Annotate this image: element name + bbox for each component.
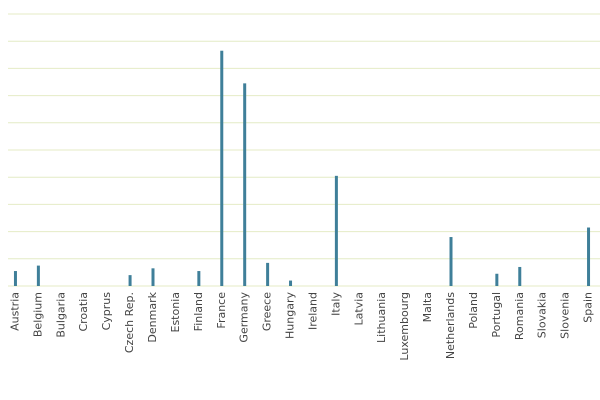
x-tick-label: Belgium: [31, 292, 44, 337]
x-tick-label: Italy: [329, 292, 342, 316]
x-tick-label: Latvia: [352, 292, 365, 326]
x-tick-label: Slovenia: [559, 292, 572, 339]
x-tick-label: Bulgaria: [54, 292, 67, 338]
bar: [334, 175, 338, 286]
x-tick-label: Spain: [582, 292, 595, 323]
x-tick-label: Greece: [261, 292, 274, 331]
bar: [220, 50, 224, 286]
bar: [266, 262, 270, 286]
bar: [128, 275, 132, 286]
bar: [13, 271, 17, 286]
x-tick-label: Croatia: [77, 292, 90, 332]
bar: [495, 273, 499, 286]
bar: [587, 227, 591, 286]
x-tick-label: Portugal: [490, 292, 503, 338]
x-tick-label: Malta: [421, 292, 434, 322]
x-tick-label: Lithuania: [375, 292, 388, 343]
x-tick-label: Czech Rep.: [123, 292, 136, 353]
bar: [449, 237, 453, 286]
x-tick-label: France: [215, 292, 228, 329]
bar: [151, 268, 155, 286]
bar: [36, 265, 40, 286]
bar: [289, 280, 293, 286]
bar: [243, 83, 247, 286]
x-tick-label: Estonia: [169, 292, 182, 333]
x-tick-label: Cyprus: [100, 292, 113, 331]
x-tick-label: Hungary: [284, 292, 297, 339]
x-tick-label: Germany: [238, 292, 251, 343]
bar: [518, 266, 522, 286]
x-tick-label: Luxembourg: [398, 292, 411, 361]
x-tick-label: Slovakia: [536, 292, 549, 338]
x-tick-label: Poland: [467, 292, 480, 329]
x-tick-label: Netherlands: [444, 292, 457, 359]
bar: [197, 271, 201, 286]
x-tick-label: Ireland: [306, 292, 319, 330]
x-tick-label: Austria: [8, 292, 21, 331]
x-tick-label: Denmark: [146, 291, 159, 342]
x-tick-label: Romania: [513, 292, 526, 340]
x-tick-label: Finland: [192, 292, 205, 331]
